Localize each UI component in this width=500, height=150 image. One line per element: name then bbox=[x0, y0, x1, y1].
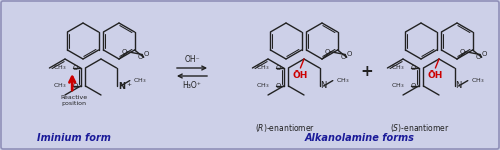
Text: CH$_3$: CH$_3$ bbox=[53, 82, 66, 90]
Text: CH$_3$: CH$_3$ bbox=[53, 64, 66, 72]
Text: $(S)$-enantiomer: $(S)$-enantiomer bbox=[390, 122, 450, 134]
Text: H₃O⁺: H₃O⁺ bbox=[182, 81, 202, 90]
Text: CH$_3$: CH$_3$ bbox=[133, 76, 146, 85]
Text: O: O bbox=[275, 83, 280, 89]
Text: O: O bbox=[410, 83, 416, 89]
Text: Alkanolamine forms: Alkanolamine forms bbox=[305, 133, 415, 143]
Text: O: O bbox=[340, 54, 345, 60]
Text: $(R)$-enantiomer: $(R)$-enantiomer bbox=[255, 122, 315, 134]
Text: O: O bbox=[324, 49, 330, 55]
Text: ŌH: ŌH bbox=[428, 71, 443, 80]
Text: O: O bbox=[144, 51, 150, 57]
Text: Iminium form: Iminium form bbox=[37, 133, 111, 143]
Text: N: N bbox=[320, 81, 327, 90]
Text: O: O bbox=[72, 83, 78, 89]
Text: Reactive
position: Reactive position bbox=[60, 95, 88, 106]
Text: CH$_3$: CH$_3$ bbox=[391, 64, 404, 72]
Text: ŌH: ŌH bbox=[292, 71, 308, 80]
Text: O: O bbox=[275, 65, 280, 71]
Text: O: O bbox=[460, 49, 465, 55]
Text: O: O bbox=[347, 51, 352, 57]
Text: CH$_3$: CH$_3$ bbox=[391, 82, 404, 90]
Text: O: O bbox=[122, 49, 127, 55]
Text: O: O bbox=[482, 51, 488, 57]
Text: O: O bbox=[475, 54, 480, 60]
Text: N: N bbox=[456, 81, 462, 90]
Text: CH$_3$: CH$_3$ bbox=[256, 64, 270, 72]
Text: CH$_3$: CH$_3$ bbox=[336, 76, 349, 85]
Text: N$^+$: N$^+$ bbox=[118, 80, 132, 92]
Text: CH$_3$: CH$_3$ bbox=[471, 76, 484, 85]
Text: O: O bbox=[137, 54, 142, 60]
Text: +: + bbox=[360, 64, 374, 80]
Text: OH⁻: OH⁻ bbox=[184, 56, 200, 64]
Text: O: O bbox=[410, 65, 416, 71]
Text: O: O bbox=[72, 65, 78, 71]
Text: CH$_3$: CH$_3$ bbox=[256, 82, 270, 90]
